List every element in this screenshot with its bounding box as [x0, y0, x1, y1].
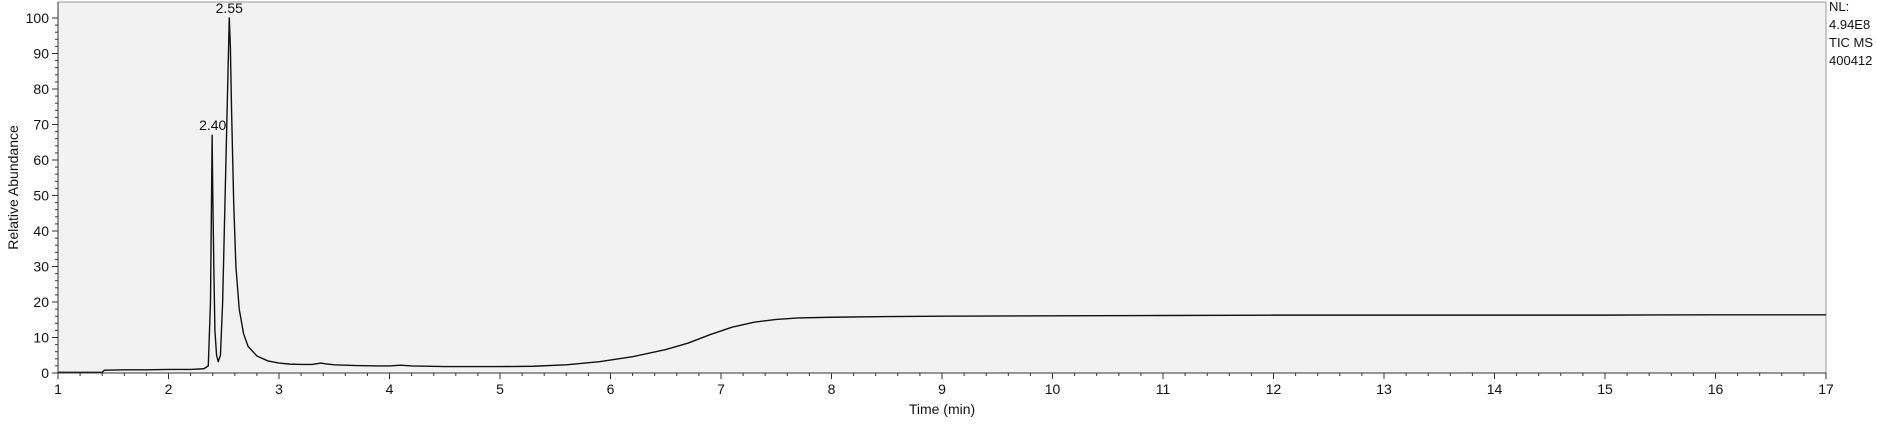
y-tick-label: 100 — [26, 10, 50, 26]
x-tick-label: 1 — [54, 381, 62, 397]
peak-labels: 2.40 2.55 — [199, 0, 243, 133]
y-tick-label: 0 — [41, 365, 49, 381]
y-tick-label: 40 — [33, 223, 49, 239]
y-tick-label: 70 — [33, 117, 49, 133]
x-tick-label: 2 — [165, 381, 173, 397]
info-line-scan-filter: TIC MS — [1829, 35, 1873, 50]
x-tick-label: 6 — [607, 381, 615, 397]
info-line-nl: NL: — [1829, 0, 1849, 14]
y-tick-label: 20 — [33, 294, 49, 310]
info-line-file-id: 400412 — [1829, 53, 1872, 68]
peak-label: 2.55 — [216, 0, 243, 16]
x-tick-label: 4 — [386, 381, 394, 397]
x-tick-label: 14 — [1487, 381, 1503, 397]
y-tick-label: 50 — [33, 188, 49, 204]
peak-label: 2.40 — [199, 117, 226, 133]
x-tick-label: 7 — [717, 381, 725, 397]
tic-trace-line — [58, 17, 1826, 373]
info-panel: NL: 4.94E8 TIC MS 400412 — [1829, 0, 1873, 68]
x-axis-ticks: 1 2 3 4 5 6 7 8 9 10 11 12 13 14 15 16 17 — [54, 373, 1834, 397]
y-tick-label: 10 — [33, 330, 49, 346]
plot-area — [57, 1, 1827, 374]
x-tick-label: 10 — [1045, 381, 1061, 397]
x-tick-label: 15 — [1597, 381, 1613, 397]
y-axis-ticks: 0 10 20 30 40 50 60 70 80 90 100 — [26, 10, 58, 381]
x-tick-label: 3 — [275, 381, 283, 397]
x-tick-label: 5 — [496, 381, 504, 397]
info-line-nl-value: 4.94E8 — [1829, 17, 1870, 32]
y-axis-label: Relative Abundance — [5, 125, 21, 250]
x-tick-label: 12 — [1266, 381, 1282, 397]
y-tick-label: 80 — [33, 81, 49, 97]
y-tick-label: 60 — [33, 152, 49, 168]
x-tick-label: 8 — [828, 381, 836, 397]
x-tick-label: 11 — [1156, 381, 1171, 397]
x-tick-label: 17 — [1818, 381, 1834, 397]
x-tick-label: 9 — [938, 381, 946, 397]
y-tick-label: 30 — [33, 259, 49, 275]
x-tick-label: 13 — [1376, 381, 1392, 397]
x-tick-label: 16 — [1708, 381, 1724, 397]
x-axis-label: Time (min) — [909, 401, 975, 417]
y-tick-label: 90 — [33, 46, 49, 62]
